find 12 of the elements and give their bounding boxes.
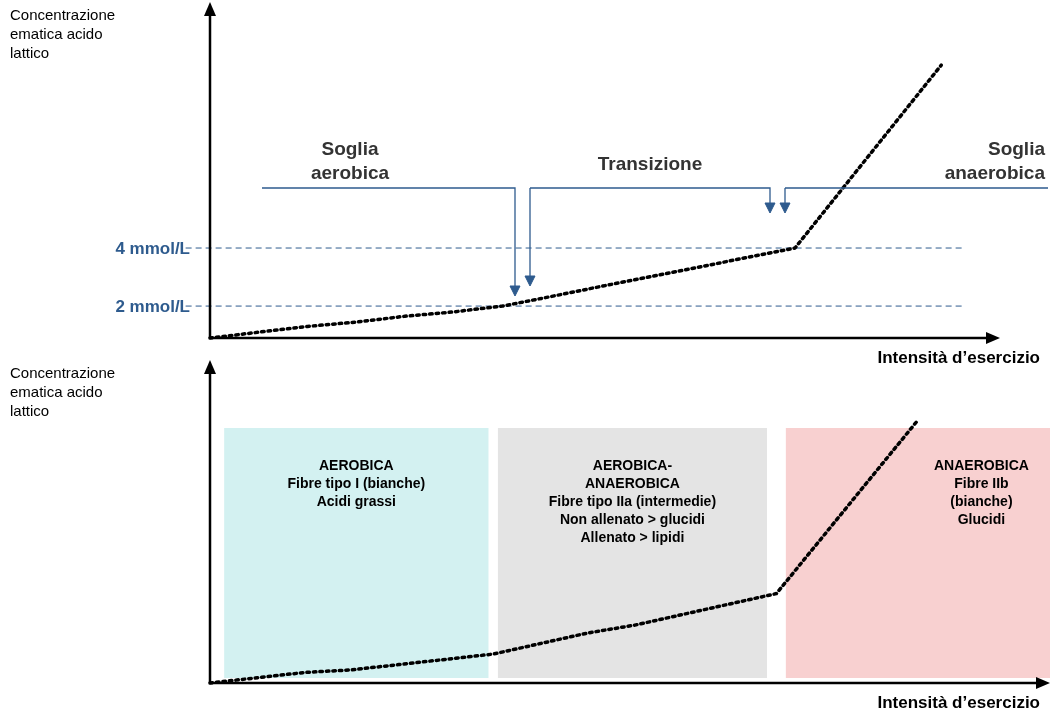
y-axis-title: Concentrazione ematica acido lattico [10, 6, 116, 61]
annotation: AEROBICA- ANAEROBICA Fibre tipo IIa (intermedie) Non allenato > glucidi Allenato > lipidi [548, 457, 717, 545]
x-axis-title: Intensità d’esercizio [877, 693, 1040, 712]
y-tick-label: 4 mmol/L [115, 238, 190, 258]
x-axis-title: Intensità d’esercizio [877, 348, 1040, 367]
annotation: Soglia aerobica [310, 138, 390, 183]
annotation: Transizione [597, 153, 703, 174]
annotation: Soglia anaerobica [944, 138, 1046, 183]
y-axis-title: Concentrazione ematica acido lattico [10, 364, 116, 419]
annotation: AEROBICA Fibre tipo I (bianche) Acidi grassi [287, 457, 426, 509]
annotation: ANAEROBICA Fibre IIb (bianche) Glucidi [933, 457, 1029, 527]
y-tick-label: 2 mmol/L [115, 297, 190, 317]
